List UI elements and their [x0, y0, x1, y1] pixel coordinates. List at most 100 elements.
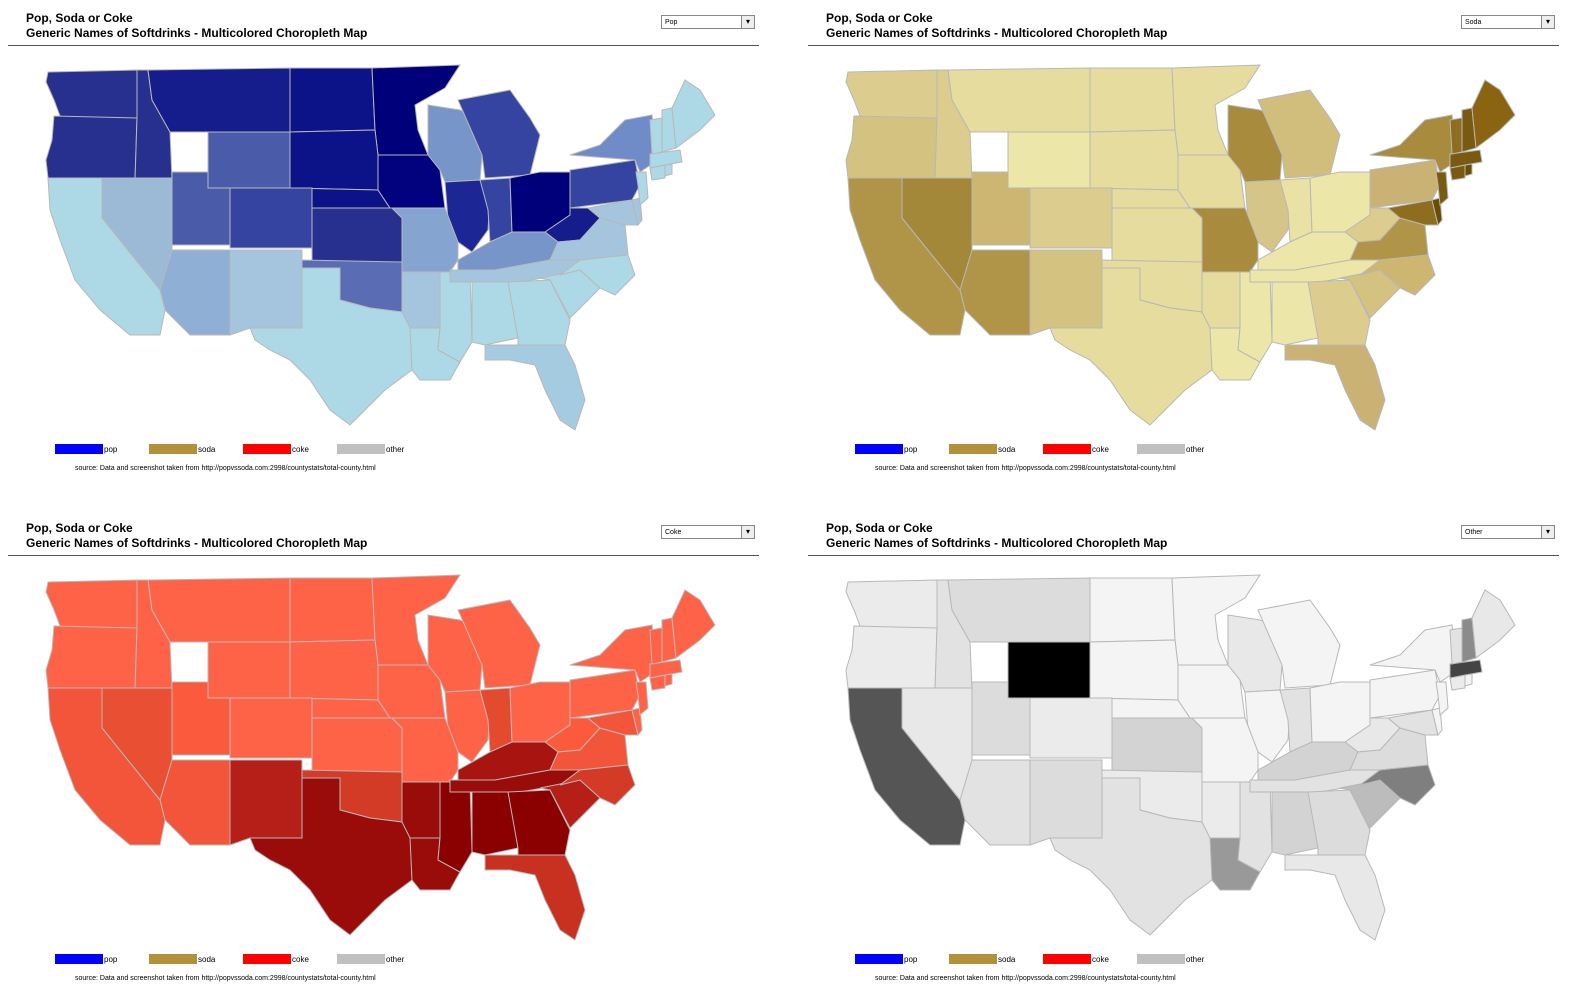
- state-vt: [649, 117, 663, 155]
- state-tx: [1049, 777, 1213, 936]
- panel-title: Pop, Soda or Coke Generic Names of Softd…: [26, 11, 367, 41]
- legend-label: other: [1186, 955, 1205, 964]
- state-nm: [229, 759, 303, 846]
- title-divider: [8, 555, 759, 556]
- state-az: [159, 759, 231, 846]
- legend-label: coke: [292, 955, 309, 964]
- title-line-2: Generic Names of Softdrinks - Multicolor…: [826, 536, 1168, 550]
- state-mi: [1257, 599, 1341, 689]
- map-panel-other: Pop, Soda or Coke Generic Names of Softd…: [800, 510, 1569, 990]
- us-choropleth-map: [845, 64, 1516, 431]
- state-nm: [1029, 249, 1103, 336]
- state-tx: [249, 267, 413, 426]
- state-ks: [311, 207, 403, 263]
- state-fl: [484, 854, 586, 941]
- state-ca: [847, 687, 966, 846]
- title-divider: [808, 555, 1559, 556]
- state-ri: [1464, 673, 1473, 687]
- state-mo: [390, 207, 459, 273]
- title-divider: [8, 45, 759, 46]
- state-ca: [47, 177, 166, 336]
- state-fl: [1284, 854, 1386, 941]
- title-line-2: Generic Names of Softdrinks - Multicolor…: [826, 26, 1168, 40]
- state-mt: [947, 67, 1091, 133]
- state-pa: [569, 159, 641, 209]
- state-ma: [649, 659, 683, 679]
- state-mt: [147, 577, 291, 643]
- title-line-1: Pop, Soda or Coke: [26, 521, 133, 535]
- state-sd: [1089, 129, 1179, 191]
- title-line-1: Pop, Soda or Coke: [26, 11, 133, 25]
- state-ri: [664, 163, 673, 177]
- state-ma: [1449, 149, 1483, 169]
- chevron-down-icon[interactable]: ▾: [741, 526, 754, 538]
- chevron-down-icon[interactable]: ▾: [741, 16, 754, 28]
- state-mo: [390, 717, 459, 783]
- state-az: [959, 249, 1031, 336]
- title-divider: [808, 45, 1559, 46]
- state-tx: [249, 777, 413, 936]
- category-select[interactable]: Coke ▾: [661, 525, 755, 539]
- state-nd: [1089, 67, 1176, 133]
- legend-label: pop: [904, 445, 918, 454]
- chevron-down-icon[interactable]: ▾: [1541, 16, 1554, 28]
- legend-swatch: [949, 444, 997, 454]
- state-co: [229, 697, 313, 759]
- state-nc: [559, 254, 636, 296]
- chevron-down-icon[interactable]: ▾: [1541, 526, 1554, 538]
- state-nm: [1029, 759, 1103, 846]
- state-ma: [649, 149, 683, 169]
- state-ma: [1449, 659, 1483, 679]
- state-ri: [664, 673, 673, 687]
- state-mt: [147, 67, 291, 133]
- source-note: source: Data and screenshot taken from h…: [75, 465, 376, 472]
- legend-swatch: [55, 954, 103, 964]
- state-me: [671, 589, 716, 659]
- legend-label: coke: [1092, 955, 1109, 964]
- state-co: [229, 187, 313, 249]
- title-line-2: Generic Names of Softdrinks - Multicolor…: [26, 26, 368, 40]
- state-nm: [229, 249, 303, 336]
- legend-label: other: [386, 445, 405, 454]
- state-md: [1386, 709, 1439, 736]
- source-note: source: Data and screenshot taken from h…: [875, 975, 1176, 982]
- state-sd: [289, 129, 379, 191]
- select-value: Soda: [1465, 19, 1482, 26]
- state-me: [1471, 589, 1516, 659]
- state-md: [1386, 199, 1439, 226]
- legend-label: soda: [198, 955, 216, 964]
- state-or: [45, 625, 138, 691]
- category-select[interactable]: Pop ▾: [661, 15, 755, 29]
- state-nj: [635, 681, 649, 717]
- title-line-1: Pop, Soda or Coke: [826, 11, 933, 25]
- state-vt: [1449, 117, 1463, 155]
- panel-title: Pop, Soda or Coke Generic Names of Softd…: [826, 11, 1167, 41]
- state-ri: [1464, 163, 1473, 177]
- legend-swatch: [149, 954, 197, 964]
- legend-label: soda: [198, 445, 216, 454]
- panel-title: Pop, Soda or Coke Generic Names of Softd…: [826, 521, 1167, 551]
- state-vt: [649, 627, 663, 665]
- legend-swatch: [337, 954, 385, 964]
- state-ks: [311, 717, 403, 773]
- state-md: [586, 199, 639, 226]
- category-select[interactable]: Soda ▾: [1461, 15, 1555, 29]
- state-ca: [847, 177, 966, 336]
- state-pa: [1369, 669, 1441, 719]
- state-nj: [1435, 681, 1449, 717]
- category-select[interactable]: Other ▾: [1461, 525, 1555, 539]
- state-sd: [1089, 639, 1179, 701]
- state-mi: [1257, 89, 1341, 179]
- state-wa: [845, 579, 938, 631]
- state-me: [1471, 79, 1516, 149]
- state-mi: [457, 599, 541, 689]
- legend-swatch: [1043, 954, 1091, 964]
- state-ms: [1237, 271, 1273, 363]
- state-wa: [45, 69, 138, 121]
- state-wy: [1007, 131, 1091, 189]
- us-choropleth-map: [45, 64, 716, 431]
- legend-label: coke: [292, 445, 309, 454]
- state-md: [586, 709, 639, 736]
- source-note: source: Data and screenshot taken from h…: [75, 975, 376, 982]
- map-panel-soda: Pop, Soda or Coke Generic Names of Softd…: [800, 0, 1569, 480]
